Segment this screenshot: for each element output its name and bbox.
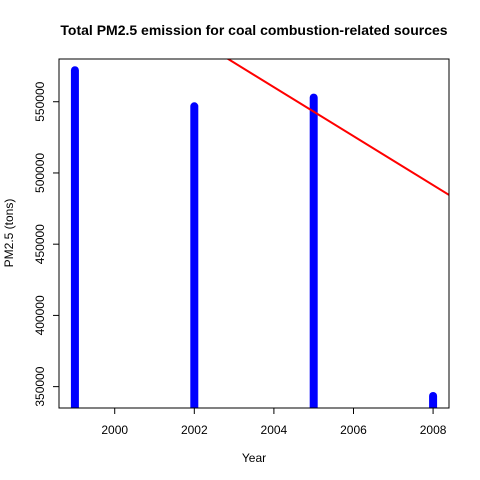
trend-line	[226, 59, 449, 196]
x-tick-label-2000: 2000	[101, 423, 128, 437]
x-tick-label-2004: 2004	[261, 423, 288, 437]
x-tick-label-2008: 2008	[420, 423, 447, 437]
y-tick-label-550000: 550000	[33, 81, 47, 121]
x-axis-label: Year	[242, 451, 266, 465]
x-axis: 2000 2002 2004 2006 2008	[101, 408, 447, 437]
y-tick-label-350000: 350000	[33, 366, 47, 406]
y-tick-label-500000: 500000	[33, 153, 47, 193]
bars	[70, 66, 438, 408]
y-tick-label-400000: 400000	[33, 295, 47, 335]
x-tick-label-2006: 2006	[340, 423, 367, 437]
y-axis-label: PM2.5 (tons)	[2, 199, 16, 268]
plot-frame	[58, 58, 450, 409]
y-tick-label-450000: 450000	[33, 224, 47, 264]
chart-title: Total PM2.5 emission for coal combustion…	[60, 22, 447, 38]
trend-line-group	[226, 59, 449, 196]
x-tick-label-2002: 2002	[181, 423, 208, 437]
y-axis: 350000 400000 450000 500000 550000	[33, 81, 59, 407]
